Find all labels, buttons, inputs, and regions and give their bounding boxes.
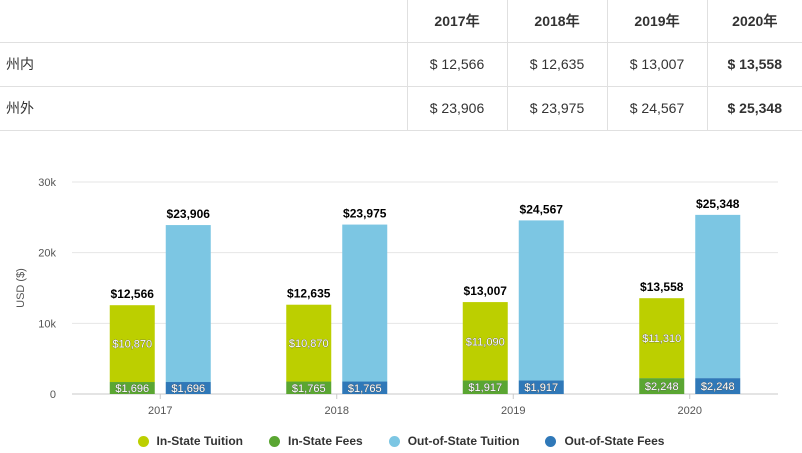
legend-label: In-State Tuition bbox=[156, 434, 243, 448]
table-row: 州外 $ 23,906 $ 23,975 $ 24,567 $ 25,348 bbox=[0, 86, 802, 131]
total-label: $23,906 bbox=[167, 207, 211, 221]
data-label: $1,917 bbox=[468, 382, 502, 394]
table-row: 州内 $ 12,566 $ 12,635 $ 13,007 $ 13,558 bbox=[0, 42, 802, 87]
table-cell: $ 25,348 bbox=[706, 86, 802, 131]
y-tick-label: 0 bbox=[50, 389, 56, 401]
data-label: $1,917 bbox=[524, 382, 558, 394]
bar-segment bbox=[165, 382, 211, 394]
data-label: $10,870 bbox=[289, 338, 329, 350]
y-tick-label: 20k bbox=[38, 248, 56, 260]
bar-segment bbox=[286, 304, 332, 382]
legend-item[interactable]: Out-of-State Fees bbox=[545, 432, 664, 450]
bar-segment bbox=[342, 224, 388, 382]
total-label: $13,558 bbox=[640, 280, 684, 294]
bar-segment bbox=[518, 380, 564, 394]
total-label: $13,007 bbox=[464, 284, 508, 298]
x-tick-label: 2018 bbox=[325, 405, 349, 417]
total-label: $12,635 bbox=[287, 287, 331, 301]
table-cell: $ 12,635 bbox=[506, 42, 607, 87]
table-header-cell: 2017年 bbox=[406, 0, 507, 43]
tuition-table: 2017年 2018年 2019年 2020年 州内 $ 12,566 $ 12… bbox=[0, 0, 802, 131]
legend-label: Out-of-State Fees bbox=[564, 434, 665, 448]
data-label: $1,696 bbox=[171, 383, 205, 395]
row-label: 州内 bbox=[0, 42, 407, 87]
table-header-row: 2017年 2018年 2019年 2020年 bbox=[0, 0, 802, 43]
y-axis-label: USD ($) bbox=[15, 268, 27, 308]
bar-segment bbox=[639, 298, 685, 379]
bar-segment bbox=[518, 220, 564, 381]
x-tick-label: 2017 bbox=[148, 405, 172, 417]
data-label: $1,696 bbox=[115, 383, 149, 395]
bar-segment bbox=[342, 381, 388, 394]
y-tick-label: 30k bbox=[38, 177, 56, 189]
table-cell: $ 13,007 bbox=[606, 42, 707, 87]
table-cell: $ 23,975 bbox=[506, 86, 607, 131]
data-label: $11,310 bbox=[642, 333, 681, 345]
data-label: $2,248 bbox=[701, 381, 735, 393]
legend-swatch bbox=[268, 435, 280, 447]
bar-segment bbox=[462, 380, 508, 394]
bar-segment bbox=[695, 214, 741, 379]
bar-segment bbox=[109, 305, 155, 383]
table-cell: $ 24,567 bbox=[606, 86, 707, 131]
bar-segment bbox=[286, 381, 332, 394]
legend-label: Out-of-State Tuition bbox=[407, 434, 520, 448]
table-cell: $ 13,558 bbox=[706, 42, 802, 87]
table-cell: $ 12,566 bbox=[406, 42, 507, 87]
total-label: $23,975 bbox=[343, 207, 387, 221]
total-label: $24,567 bbox=[520, 202, 564, 216]
bar-segment bbox=[165, 225, 211, 383]
legend-item[interactable]: In-State Tuition bbox=[137, 432, 243, 450]
table-header-cell: 2018年 bbox=[506, 0, 607, 43]
chart-legend: In-State Tuition In-State Fees Out-of-St… bbox=[0, 432, 802, 450]
bar-segment bbox=[462, 302, 508, 381]
x-tick-label: 2019 bbox=[501, 405, 525, 417]
legend-swatch bbox=[137, 435, 149, 447]
y-tick-label: 10k bbox=[38, 318, 56, 330]
total-label: $12,566 bbox=[111, 287, 155, 301]
table-header-cell: 2020年 bbox=[706, 0, 802, 43]
x-tick-label: 2020 bbox=[678, 405, 702, 417]
table-cell: $ 23,906 bbox=[406, 86, 507, 131]
data-label: $1,765 bbox=[292, 383, 326, 395]
data-label: $11,090 bbox=[466, 336, 505, 348]
data-label: $2,248 bbox=[645, 381, 679, 393]
legend-item[interactable]: In-State Fees bbox=[268, 432, 363, 450]
data-label: $10,870 bbox=[112, 339, 152, 351]
row-label: 州外 bbox=[0, 86, 407, 131]
table-header-cell bbox=[0, 0, 407, 43]
legend-swatch bbox=[388, 435, 400, 447]
stacked-bar-chart: 0 10k 20k 30k USD ($) 2017 $1,696 $10,870 $12,56… bbox=[15, 177, 778, 417]
bar-segment bbox=[695, 378, 741, 394]
data-label: $1,765 bbox=[348, 383, 382, 395]
legend-item[interactable]: Out-of-State Tuition bbox=[388, 432, 520, 450]
legend-swatch bbox=[545, 435, 557, 447]
table-header-cell: 2019年 bbox=[606, 0, 707, 43]
bar-segment bbox=[639, 378, 685, 394]
legend-label: In-State Fees bbox=[287, 434, 363, 448]
bar-segment bbox=[109, 382, 155, 394]
total-label: $25,348 bbox=[696, 197, 740, 211]
